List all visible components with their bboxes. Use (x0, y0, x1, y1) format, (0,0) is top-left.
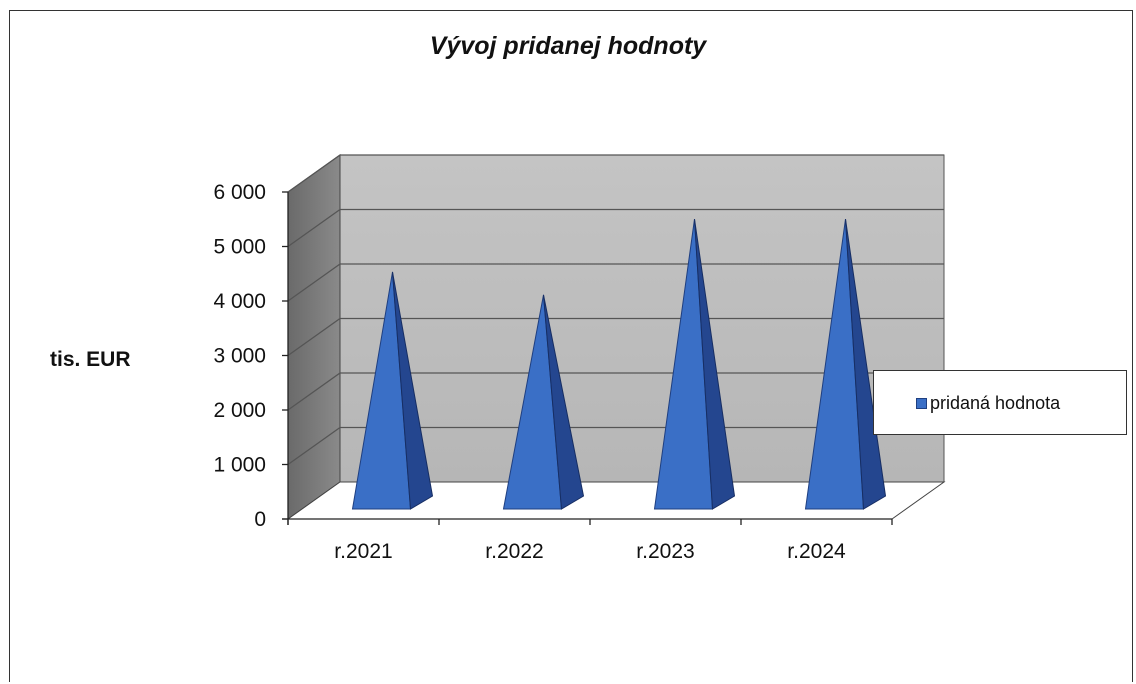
pyramid-bar (502, 294, 585, 510)
gridline (287, 372, 944, 411)
legend-swatch (916, 398, 927, 409)
chart-frame (9, 10, 1133, 682)
gridline (287, 426, 944, 466)
y-tick-label: 4 000 (213, 290, 266, 313)
gridline (287, 263, 944, 302)
y-tick-label: 2 000 (213, 399, 266, 422)
pyramid-side-face (392, 271, 434, 510)
y-tick-label: 1 000 (213, 454, 266, 477)
y-tick-label: 6 000 (213, 181, 266, 204)
gridline (287, 317, 944, 357)
pyramid-side-face (543, 294, 585, 510)
x-tick-labels: r.2021 r.2022 r.2023 r.2024 (334, 540, 846, 563)
gridlines (287, 154, 944, 466)
y-tick-label: 3 000 (213, 345, 266, 368)
axes (282, 191, 893, 525)
pyramid-bar (351, 271, 434, 510)
chart-title: Vývoj pridanej hodnoty (429, 32, 707, 60)
pyramid-bar (653, 219, 736, 510)
x-tick-label: r.2024 (787, 540, 846, 563)
y-tick-labels: 0 1 000 2 000 3 000 4 000 5 000 6 000 (213, 181, 266, 531)
x-tick-label: r.2023 (636, 540, 694, 563)
gridline (287, 154, 944, 193)
pyramid-side-face (694, 219, 736, 510)
pyramid-bar (804, 219, 887, 510)
x-tick-label: r.2022 (485, 540, 543, 563)
pyramid-side-face (845, 219, 887, 510)
bar-series (351, 219, 887, 510)
y-tick-label: 5 000 (213, 236, 266, 259)
legend: pridaná hodnota (873, 370, 1127, 435)
legend-label: pridaná hodnota (930, 393, 1061, 413)
y-tick-label: 0 (254, 508, 266, 531)
gridline (287, 208, 944, 248)
y-axis-title: tis. EUR (50, 348, 131, 371)
x-tick-label: r.2021 (334, 540, 392, 563)
